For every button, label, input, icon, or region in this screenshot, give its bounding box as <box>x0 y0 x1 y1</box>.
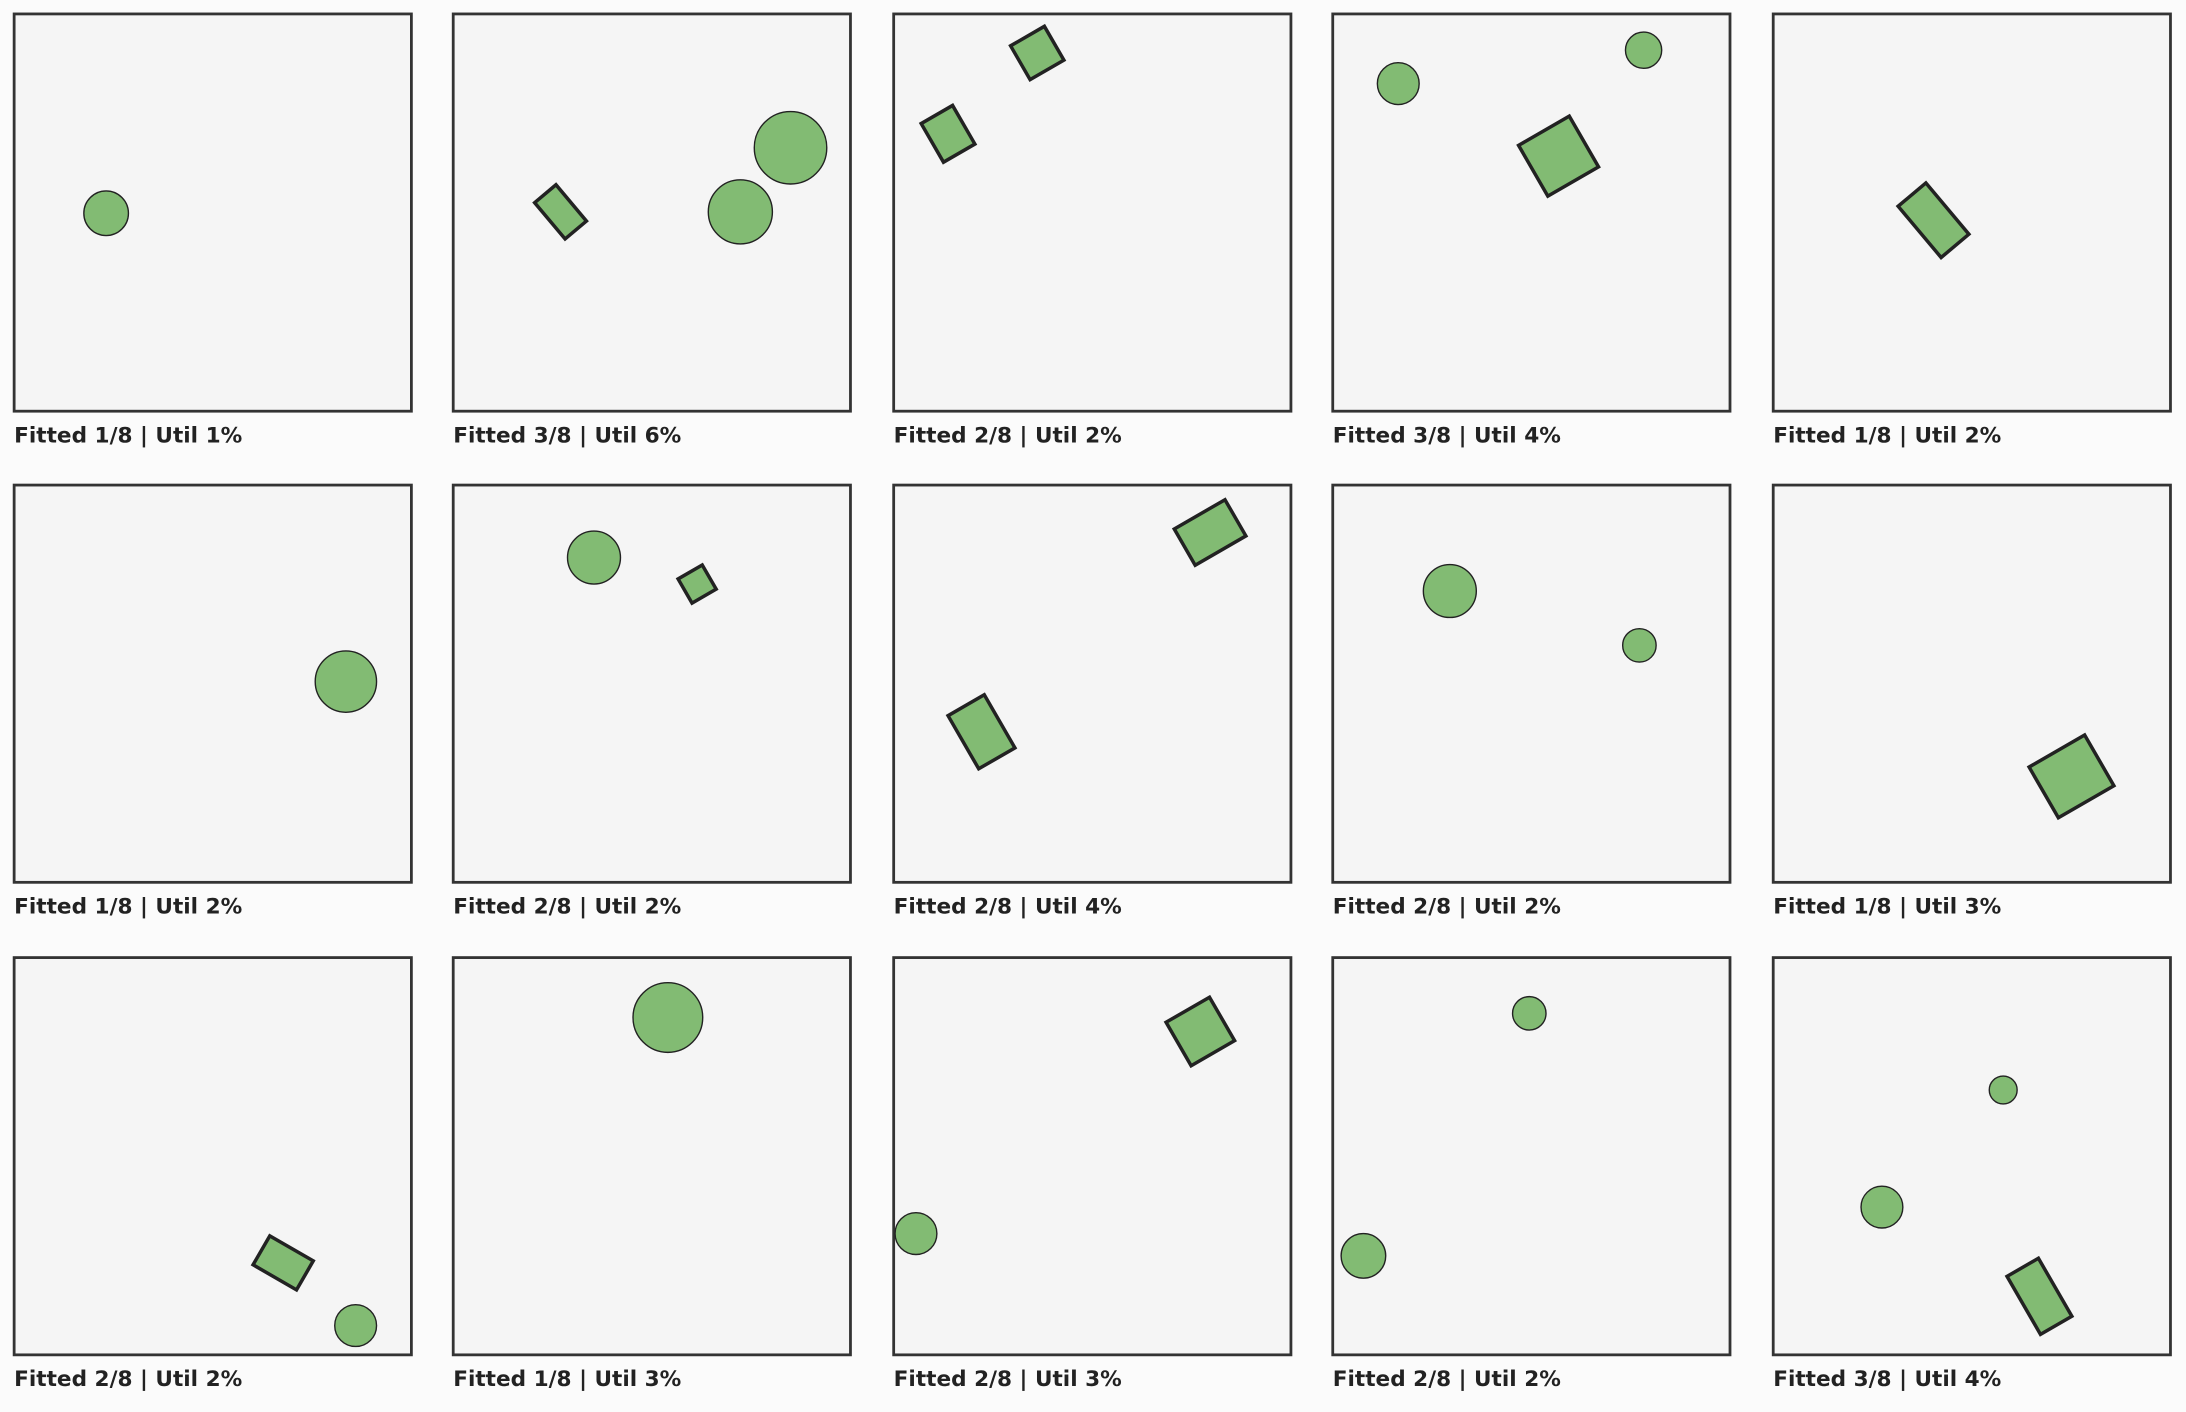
circle-item <box>1624 31 1663 69</box>
rect-item <box>532 182 589 242</box>
panel <box>1771 483 2172 884</box>
panel <box>12 12 413 413</box>
circle-item <box>1988 1075 2018 1105</box>
rect-item <box>1163 994 1237 1069</box>
circle-item <box>632 981 704 1054</box>
panel-caption: Fitted 1/8 | Util 2% <box>1773 423 2001 448</box>
panel-caption: Fitted 2/8 | Util 2% <box>1333 894 1561 919</box>
rect-item <box>1171 497 1249 568</box>
circle-item <box>334 1303 378 1348</box>
rect-item <box>1008 23 1067 83</box>
panel <box>1771 12 2172 413</box>
panel <box>1331 483 1732 884</box>
rect-item <box>675 562 719 606</box>
panel <box>451 483 852 884</box>
circle-item <box>1511 995 1547 1031</box>
circle-item <box>83 190 130 237</box>
panel-caption: Fitted 2/8 | Util 3% <box>894 1367 1122 1392</box>
circle-item <box>1422 563 1478 619</box>
panel-caption: Fitted 1/8 | Util 3% <box>453 1367 681 1392</box>
panel <box>1771 956 2172 1357</box>
panel <box>12 956 413 1357</box>
rect-item <box>2026 732 2117 821</box>
circle-item <box>1340 1232 1387 1279</box>
panel <box>451 12 852 413</box>
circle-item <box>314 650 378 713</box>
panel-caption: Fitted 1/8 | Util 3% <box>1773 894 2001 919</box>
circle-item <box>1621 627 1657 663</box>
rect-item <box>250 1233 316 1293</box>
panel-caption: Fitted 3/8 | Util 4% <box>1773 1367 2001 1392</box>
circle-item <box>753 110 828 185</box>
panel-caption: Fitted 1/8 | Util 1% <box>14 423 242 448</box>
panel <box>892 12 1293 413</box>
panel-caption: Fitted 3/8 | Util 4% <box>1333 423 1561 448</box>
panel-caption: Fitted 2/8 | Util 2% <box>894 423 1122 448</box>
circle-item <box>566 530 622 585</box>
rect-item <box>2004 1255 2075 1337</box>
panel <box>892 483 1293 884</box>
panel-caption: Fitted 2/8 | Util 4% <box>894 894 1122 919</box>
rect-item <box>918 103 978 165</box>
circle-item <box>1860 1185 1904 1229</box>
rect-item <box>1516 113 1601 199</box>
panel <box>892 956 1293 1357</box>
rect-item <box>1895 180 1972 260</box>
rect-item <box>945 692 1018 772</box>
circle-item <box>894 1211 938 1256</box>
panel-caption: Fitted 2/8 | Util 2% <box>14 1367 242 1392</box>
panel-caption: Fitted 1/8 | Util 2% <box>14 894 242 919</box>
circle-item <box>707 179 774 245</box>
circle-item <box>1376 62 1420 106</box>
panel-caption: Fitted 2/8 | Util 2% <box>1333 1367 1561 1392</box>
panel-caption: Fitted 3/8 | Util 6% <box>453 423 681 448</box>
panel-caption: Fitted 2/8 | Util 2% <box>453 894 681 919</box>
